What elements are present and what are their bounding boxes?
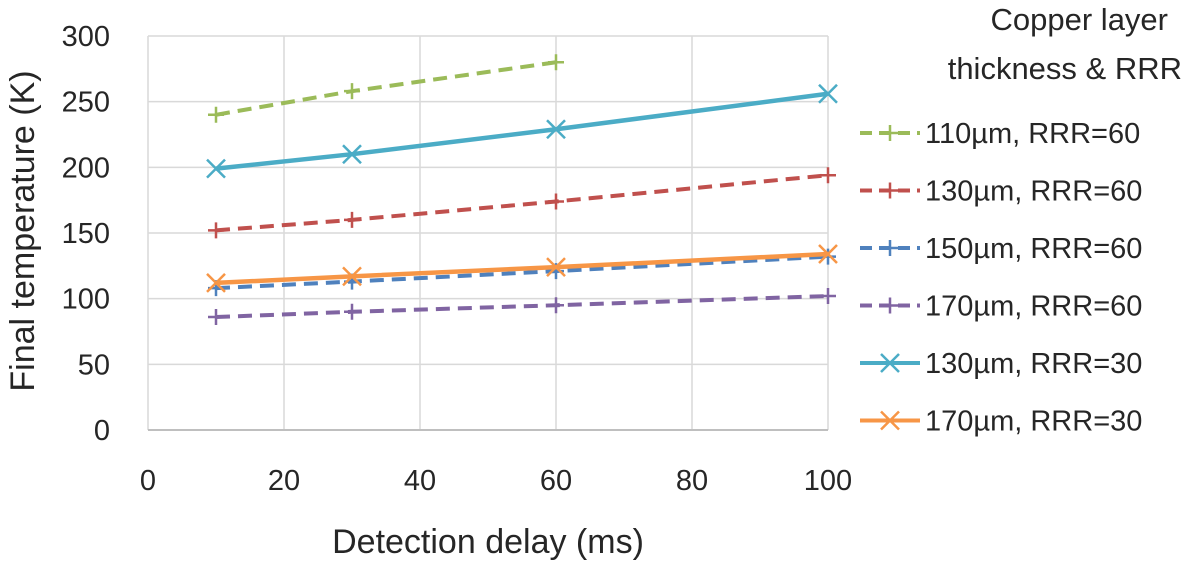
y-tick-label: 150 (62, 218, 110, 250)
legend-label: 130µm, RRR=60 (925, 176, 1142, 208)
series-line (215, 91, 829, 171)
data-point (820, 248, 836, 265)
y-tick-label: 300 (62, 21, 110, 53)
legend-label: 110µm, RRR=60 (925, 118, 1140, 150)
data-point (342, 144, 362, 165)
data-point (208, 222, 224, 239)
series-4 (208, 288, 836, 326)
data-point (344, 303, 360, 320)
legend-swatch-marker (882, 240, 898, 256)
legend-title-line-2: thickness & RRR (948, 51, 1182, 86)
legend-label: 170µm, RRR=60 (925, 291, 1142, 323)
data-point (548, 193, 564, 210)
series-line (215, 60, 557, 117)
data-point (820, 288, 836, 305)
series-5 (206, 83, 838, 179)
legend-item-4: 170µm, RRR=60 (860, 291, 1142, 323)
legend-swatch-marker (882, 125, 898, 141)
y-axis-title: Final temperature (K) (4, 70, 42, 391)
legend-label: 130µm, RRR=30 (925, 348, 1142, 380)
y-tick-label: 200 (62, 152, 110, 184)
x-tick-label: 0 (140, 465, 156, 497)
data-point (342, 266, 362, 287)
x-tick-label: 20 (268, 465, 300, 497)
legend-title-line-1: Copper layer (991, 2, 1168, 37)
gridlines (147, 35, 829, 430)
legend-item-6: 170µm, RRR=30 (860, 406, 1142, 438)
data-point (206, 273, 226, 293)
series-line (215, 251, 829, 286)
y-tick-label: 0 (94, 415, 110, 447)
data-point (818, 83, 838, 104)
data-point (208, 309, 224, 326)
data-point (344, 83, 360, 100)
data-point (208, 106, 224, 123)
series-line (215, 254, 829, 291)
data-point (344, 211, 360, 228)
series-1 (208, 54, 564, 123)
legend-swatch-marker (882, 182, 898, 199)
series-6 (206, 244, 838, 293)
legend-swatch-marker (882, 297, 898, 314)
y-tick-label: 100 (62, 284, 110, 316)
data-point (548, 297, 564, 314)
data-point (206, 158, 226, 179)
series-2 (208, 167, 836, 239)
legend-label: 150µm, RRR=60 (925, 233, 1142, 265)
legend-items: 110µm, RRR=60 130µm, RRR=60 150µm, RRR=60 1… (860, 118, 1142, 438)
series-line (215, 173, 829, 233)
legend-item-3: 150µm, RRR=60 (860, 233, 1142, 265)
y-tick-label: 250 (62, 87, 110, 119)
legend: Copper layer thickness & RRR 110µm, RRR=… (860, 2, 1182, 438)
series-group (206, 54, 838, 326)
y-tick-label: 50 (78, 349, 110, 381)
legend-swatch-marker (880, 353, 900, 373)
x-tick-label: 40 (404, 465, 436, 497)
data-point (820, 167, 836, 184)
legend-item-2: 130µm, RRR=60 (860, 176, 1142, 208)
series-3 (208, 248, 836, 297)
data-point (548, 54, 564, 71)
tick-labels: 0 20 40 60 80 100 0 50 100 150 200 250 300 (62, 21, 853, 497)
x-tick-label: 60 (540, 465, 572, 497)
legend-label: 170µm, RRR=30 (925, 406, 1142, 438)
legend-item-5: 130µm, RRR=30 (860, 348, 1142, 380)
series-line (215, 294, 829, 320)
x-tick-label: 80 (676, 465, 708, 497)
x-tick-label: 100 (804, 465, 852, 497)
data-point (818, 244, 838, 264)
legend-swatch-marker (880, 410, 900, 431)
legend-item-1: 110µm, RRR=60 (860, 118, 1140, 150)
data-point (546, 119, 566, 140)
x-axis-title: Detection delay (ms) (332, 523, 644, 561)
data-point (546, 257, 566, 278)
